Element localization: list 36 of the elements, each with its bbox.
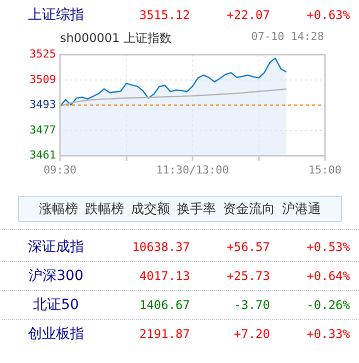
y-tick-label: 3461 (30, 148, 56, 162)
text: +25.73 (226, 268, 270, 285)
y-tick-label: 3477 (30, 123, 56, 136)
text: 深证成指 (27, 238, 85, 257)
text: +56.57 (226, 239, 270, 256)
y-tick-label: 3525 (30, 47, 56, 60)
text: 换手率 (177, 201, 216, 218)
text: -3.70 (232, 297, 270, 314)
text: 4017.13 (138, 268, 190, 285)
text: +22.07 (226, 7, 270, 24)
text: 北证50 (32, 296, 80, 315)
text: 资金流向 (223, 201, 275, 218)
text: 3515.12 (138, 7, 190, 24)
text: 1406.67 (138, 297, 190, 314)
text: 沪深300 (28, 267, 84, 286)
y-tick-label: 3509 (30, 72, 56, 86)
text: 成交额 (131, 201, 170, 218)
text: 上证综指 (27, 6, 85, 25)
text: +7.20 (232, 326, 270, 343)
text: +0.53% (306, 239, 350, 256)
text: -0.26% (306, 297, 350, 314)
text: +0.64% (306, 268, 350, 285)
text: 跌幅榜 (85, 201, 124, 218)
x-tick-label: 11:30/13:00 (156, 163, 229, 176)
text: +0.63% (306, 7, 350, 24)
text: +0.33% (306, 326, 350, 343)
text: 沪港通 (282, 201, 321, 218)
x-tick-label: 09:30 (43, 163, 77, 176)
x-tick-label: 15:00 (308, 163, 342, 176)
text: 创业板指 (27, 325, 85, 344)
text: 涨幅榜 (39, 201, 78, 218)
chart-title: sh000001 上证指数 (60, 30, 172, 47)
chart-subtitle: 07-10 14:28 (251, 30, 324, 43)
text: 10638.37 (131, 239, 190, 256)
text: 2191.87 (138, 326, 190, 343)
y-tick-label: 3493 (30, 98, 56, 112)
